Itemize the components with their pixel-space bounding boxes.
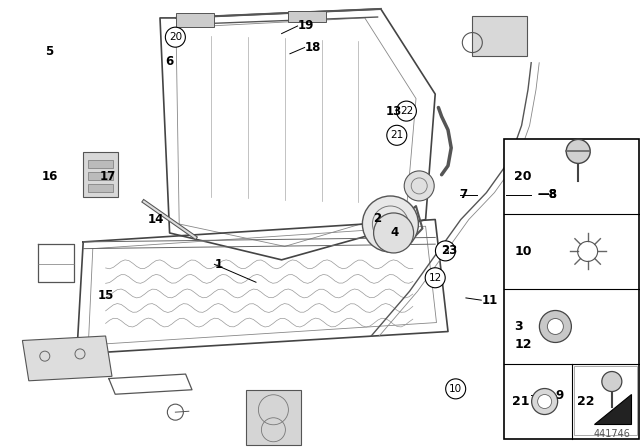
Circle shape [374, 213, 413, 253]
Bar [88, 184, 113, 192]
Text: 9: 9 [556, 388, 564, 402]
Bar [472, 16, 527, 56]
Text: 12: 12 [515, 338, 532, 351]
Text: 13: 13 [386, 104, 402, 118]
Text: 6: 6 [165, 55, 173, 69]
Bar [504, 139, 639, 439]
Text: 18: 18 [305, 41, 321, 54]
Text: 22: 22 [400, 106, 413, 116]
Circle shape [362, 196, 419, 252]
Text: 10: 10 [515, 245, 532, 258]
Text: 17: 17 [99, 170, 115, 184]
Circle shape [387, 125, 407, 145]
Bar [88, 160, 113, 168]
Text: 2: 2 [373, 212, 381, 225]
Bar [176, 13, 214, 27]
Text: 441746: 441746 [593, 429, 630, 439]
Bar [288, 11, 326, 22]
Text: 19: 19 [298, 19, 314, 33]
Text: 21: 21 [390, 130, 403, 140]
Bar [88, 172, 113, 181]
Bar [83, 152, 118, 197]
Text: 1: 1 [214, 258, 223, 271]
Circle shape [165, 27, 186, 47]
Text: 23: 23 [442, 244, 458, 258]
Circle shape [538, 395, 552, 409]
Circle shape [435, 241, 456, 261]
Polygon shape [594, 394, 631, 424]
Circle shape [404, 171, 434, 201]
Text: 4: 4 [390, 226, 399, 240]
Text: 10: 10 [449, 384, 462, 394]
Text: 3: 3 [515, 320, 523, 333]
Text: 21: 21 [513, 395, 530, 408]
Text: 5: 5 [45, 45, 53, 58]
Text: 11: 11 [481, 293, 497, 307]
Text: 15: 15 [97, 289, 114, 302]
Polygon shape [22, 336, 112, 381]
Bar [573, 366, 637, 435]
Text: 22: 22 [577, 395, 594, 408]
Text: 20: 20 [169, 32, 182, 42]
Text: 14: 14 [147, 213, 164, 226]
Circle shape [547, 319, 563, 335]
Circle shape [425, 268, 445, 288]
Circle shape [396, 101, 417, 121]
Text: —8: —8 [538, 188, 557, 202]
Text: 16: 16 [42, 170, 58, 184]
Circle shape [532, 388, 557, 414]
Text: 20: 20 [515, 170, 532, 183]
Circle shape [445, 379, 466, 399]
Text: 3: 3 [442, 246, 449, 256]
Circle shape [540, 310, 572, 342]
Text: 12: 12 [429, 273, 442, 283]
Circle shape [602, 371, 622, 392]
Text: —8: —8 [538, 188, 557, 202]
Bar [246, 390, 301, 445]
Text: 7: 7 [460, 188, 468, 202]
Circle shape [566, 139, 590, 164]
